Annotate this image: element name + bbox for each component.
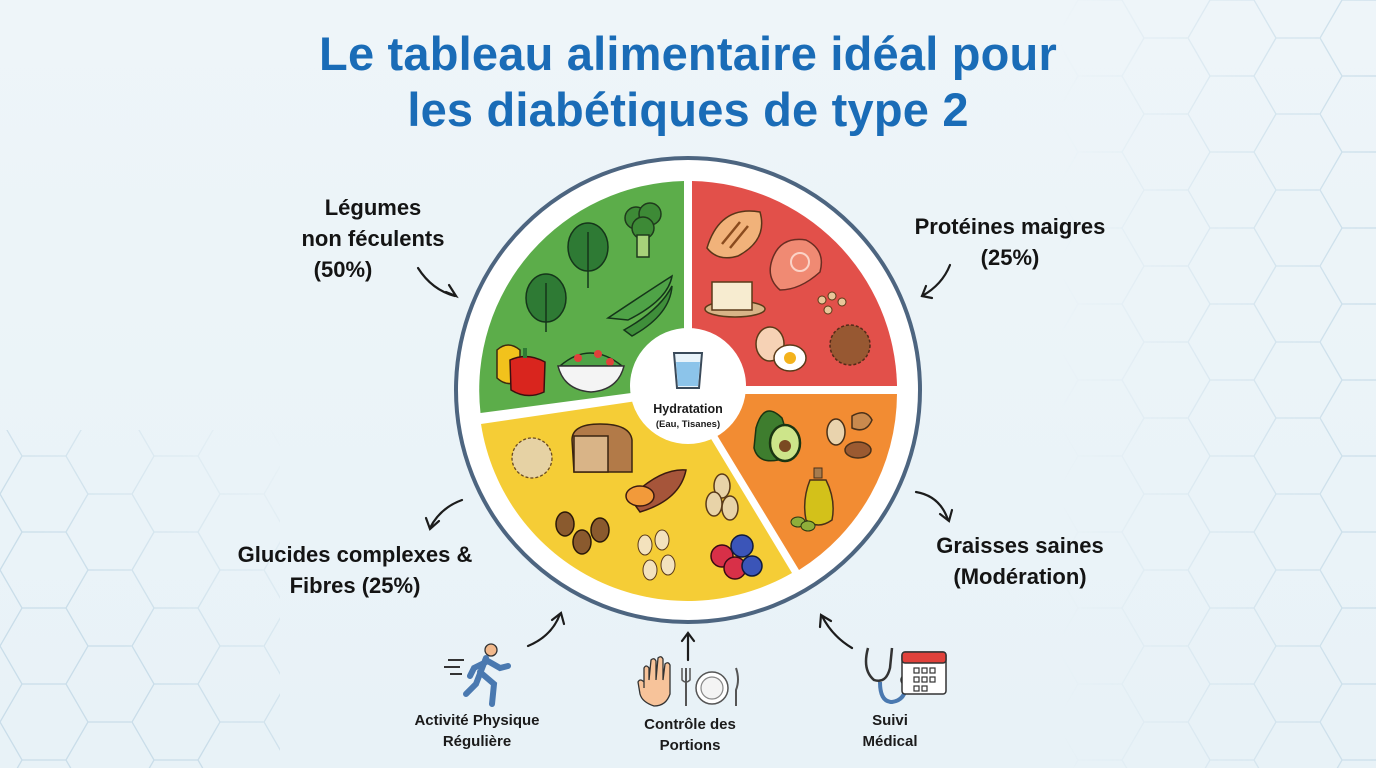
habit-medical: Suivi Médical — [862, 712, 918, 750]
coffee-beans-icon — [555, 511, 610, 555]
salmon-steak-icon — [769, 238, 823, 291]
label-proteins: Protéines maigres (25%) — [914, 214, 1106, 270]
segment-fats — [692, 394, 897, 570]
spinach-icon — [525, 273, 567, 332]
beans-icon — [817, 291, 847, 315]
sweet-potato-icon — [625, 469, 687, 513]
nuts-icon — [826, 412, 873, 459]
oat-flakes-icon — [637, 529, 676, 581]
page-title: Le tableau alimentaire idéal pour les di… — [0, 26, 1376, 138]
berries-icon — [710, 534, 763, 580]
habit-portions: Contrôle des Portions — [644, 716, 736, 754]
stethoscope-calendar-icon — [864, 647, 947, 705]
arrows — [416, 263, 954, 662]
pea-pod-icon — [605, 274, 674, 337]
bell-pepper-icon — [496, 344, 546, 397]
water-glass-icon — [672, 352, 704, 389]
running-person-icon — [444, 643, 511, 707]
tofu-icon — [704, 281, 766, 318]
eggs-icon — [755, 326, 807, 372]
arrow-fats — [914, 490, 950, 522]
spinach-icon — [567, 222, 609, 288]
avocado-icon — [753, 410, 802, 463]
arrow-medical — [820, 614, 854, 650]
title-line-1: Le tableau alimentaire idéal pour — [319, 27, 1057, 80]
arrow-carbs — [428, 498, 464, 530]
hydration-title: Hydratation — [653, 402, 723, 416]
label-carbs: Glucides complexes & Fibres (25%) — [237, 542, 473, 598]
lentils-icon — [829, 324, 871, 366]
whole-bread-icon — [571, 423, 633, 473]
portion-control-icon — [637, 656, 739, 707]
hydration-subtitle: (Eau, Tisanes) — [655, 419, 721, 430]
label-vegetables: Légumes non féculents (50%) — [301, 195, 445, 282]
broccoli-icon — [624, 202, 662, 258]
segment-vegetables — [479, 181, 684, 413]
oats-icon — [705, 473, 739, 521]
arrow-proteins — [920, 263, 952, 298]
habit-activity: Activité Physique Régulière — [414, 712, 540, 750]
salad-bowl-icon — [557, 350, 625, 393]
chicken-breast-icon — [706, 210, 763, 259]
olive-oil-icon — [790, 467, 834, 532]
title-line-2: les diabétiques de type 2 — [407, 83, 969, 136]
arrow-activity — [526, 612, 562, 648]
quinoa-icon — [511, 437, 553, 479]
label-fats: Graisses saines (Modération) — [936, 533, 1104, 589]
